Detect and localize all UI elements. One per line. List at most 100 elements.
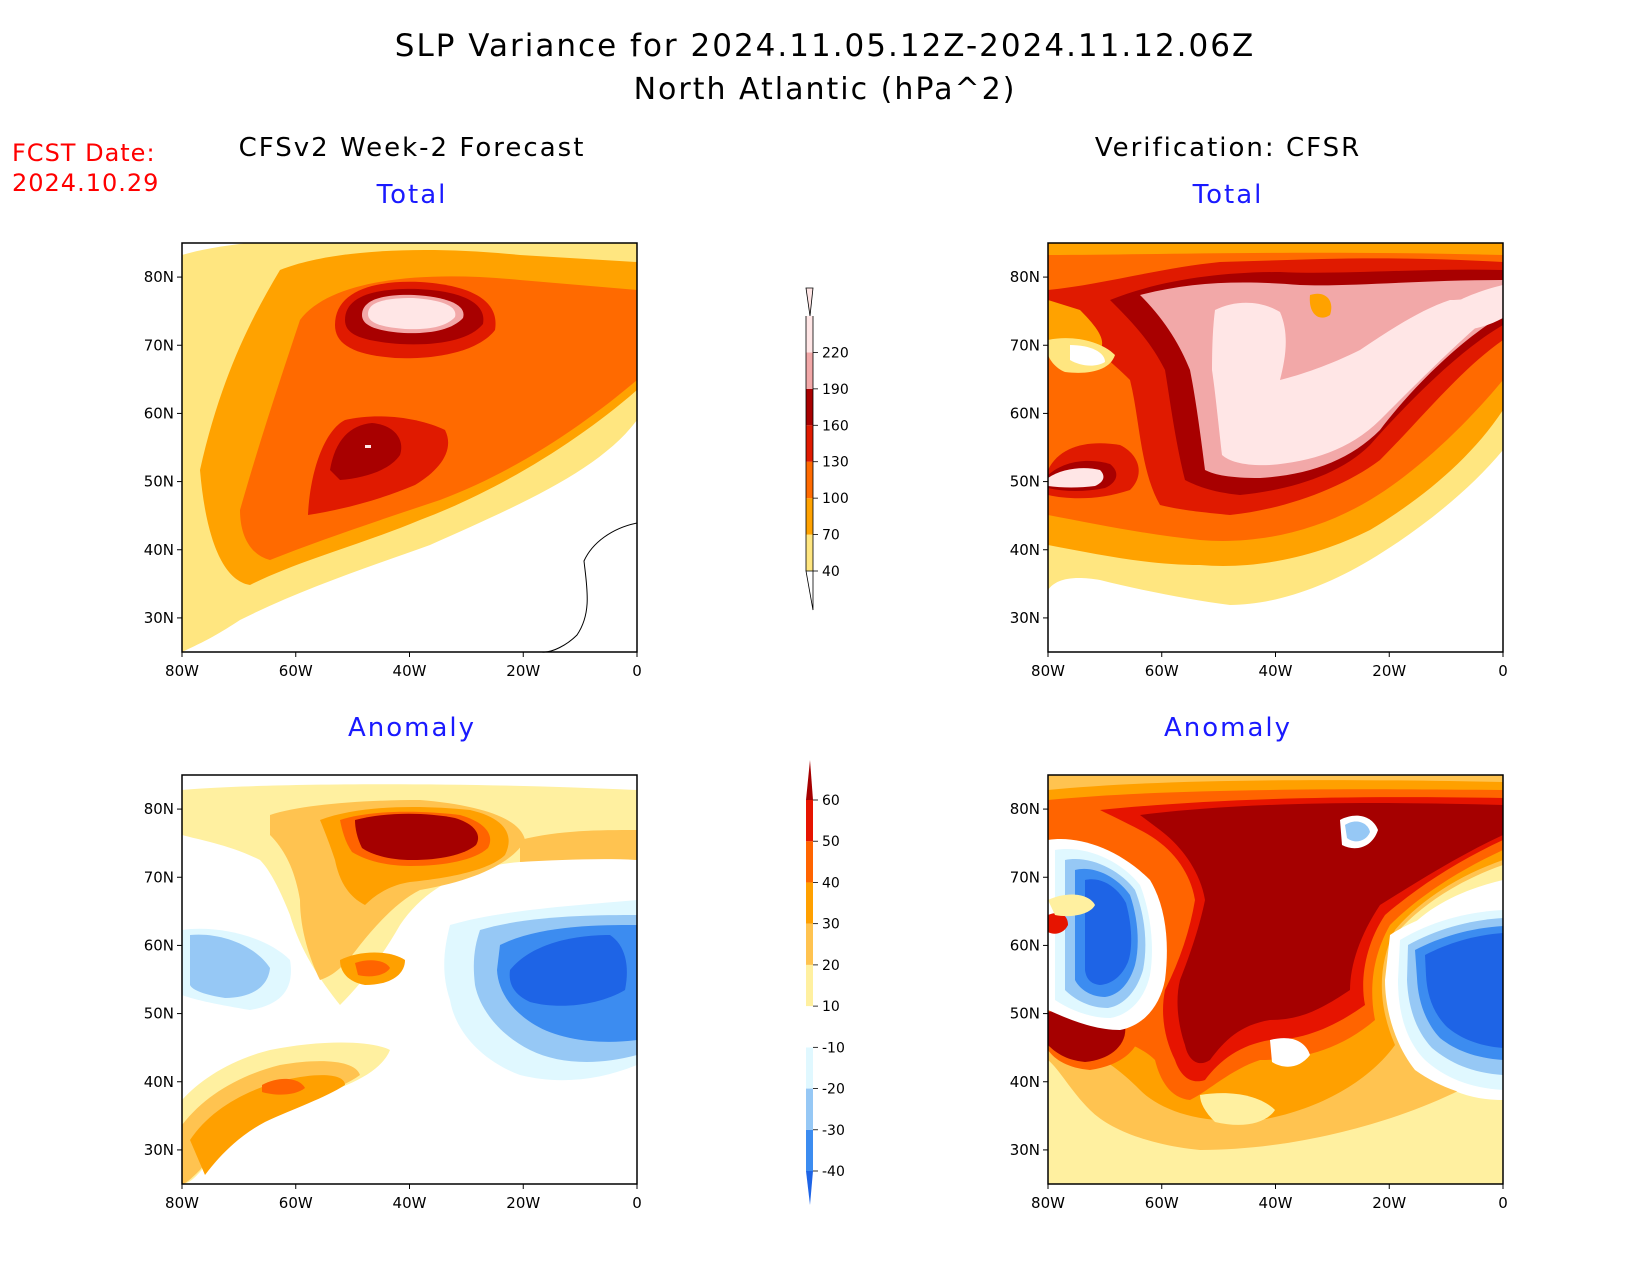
lon-tick-label: 40W [1259,662,1293,680]
lat-tick-label: 70N [144,868,174,886]
lon-tick-label: 60W [279,1194,313,1212]
colorbar-anomaly-swatch [806,1047,813,1089]
lat-tick-label: 50N [144,1005,174,1023]
colorbar-anomaly-label: 40 [822,875,840,891]
panel-title-forecast-anomaly: Anomaly [347,713,477,743]
lat-tick-label: 30N [144,609,174,627]
figure-title: SLP Variance for 2024.11.05.12Z-2024.11.… [394,28,1256,64]
colorbar-anomaly-top-arrow [806,760,813,800]
lat-tick-label: 70N [1010,868,1040,886]
map-panel-verification-anomaly [1047,774,1504,1185]
colorbar-anomaly-swatch [806,964,813,1007]
colorbar-total-top-arrow [805,287,814,317]
lon-tick-label: 80W [165,1194,199,1212]
colorbar-total-label: 190 [822,382,849,398]
colorbar-anomaly-swatch [806,1006,813,1048]
colorbar-anomaly-swatch [806,800,813,842]
lon-tick-label: 40W [1259,1194,1293,1212]
lon-tick-label: 40W [393,1194,427,1212]
colorbar-total-swatch [806,498,813,535]
colorbar-total-label: 220 [822,345,849,361]
colorbar-total-label: 70 [822,528,840,544]
colorbar-anomaly-swatch [806,923,813,965]
colorbar-total-swatch [806,316,813,353]
lat-tick-label: 40N [1010,541,1040,559]
colorbar-anomaly-label: 60 [822,793,840,809]
colorbar-total-swatch [806,352,813,389]
lon-tick-label: 60W [1145,662,1179,680]
axes-layer: 80W 60W 40W 20W 0 80N 70N 60N 50N 40N 30N 80W 60W 40W… [144,268,1508,1212]
lon-tick-label: 0 [1498,1194,1508,1212]
colorbar-anomaly-label: 50 [822,834,840,850]
colorbar-total: 40 70 100 130 160 190 220 [805,287,849,611]
lat-tick-label: 80N [144,268,174,286]
lat-tick-label: 30N [1010,609,1040,627]
column-header-verification: Verification: CFSR [1094,133,1362,163]
lat-tick-label: 70N [144,336,174,354]
lat-tick-label: 40N [144,1073,174,1091]
lon-tick-label: 80W [1031,1194,1065,1212]
colorbar-anomaly-label: -30 [822,1123,845,1139]
figure-subtitle: North Atlantic (hPa^2) [633,72,1017,107]
colorbar-total-bottom-arrow [805,570,814,611]
map-panel-forecast-total [181,242,638,653]
lat-tick-label: 50N [1010,1005,1040,1023]
colorbar-anomaly-swatch [806,1088,813,1130]
colorbar-total-label: 40 [822,564,840,580]
colorbar-total-swatch [806,388,813,426]
lat-tick-label: 60N [144,936,174,954]
colorbar-anomaly-swatch [806,1129,813,1171]
colorbar-anomaly-label: 30 [822,917,840,933]
lat-tick-label: 40N [144,541,174,559]
lon-tick-label: 20W [1372,1194,1406,1212]
lat-tick-label: 80N [1010,268,1040,286]
lon-tick-label: 40W [393,662,427,680]
colorbar-anomaly-label: -40 [822,1164,845,1180]
lat-tick-label: 30N [1010,1141,1040,1159]
lon-tick-label: 60W [1145,1194,1179,1212]
panel-title-verification-anomaly: Anomaly [1163,713,1293,743]
colorbar-anomaly-bottom-arrow [806,1171,813,1205]
forecast-date-label: FCST Date: [12,139,156,167]
lat-tick-label: 30N [144,1141,174,1159]
map-panel-forecast-anomaly [181,774,638,1185]
colorbar-total-swatch [806,461,813,499]
map-panel-verification-total [1047,242,1504,653]
lon-tick-label: 0 [632,662,642,680]
lat-tick-label: 50N [1010,473,1040,491]
lon-tick-label: 0 [632,1194,642,1212]
lon-tick-label: 80W [165,662,199,680]
colorbar-anomaly-label: 10 [822,999,840,1015]
lat-tick-label: 50N [144,473,174,491]
colorbar-anomaly-label: 20 [822,958,840,974]
colorbar-anomaly-label: -20 [822,1082,845,1098]
colorbar-total-label: 160 [822,418,849,434]
colorbar-total-label: 100 [822,491,849,507]
lat-tick-label: 60N [1010,936,1040,954]
colorbar-total-label: 130 [822,455,849,471]
forecast-date: FCST Date: 2024.10.29 [12,138,159,198]
colorbar-total-swatch [806,425,813,462]
lat-tick-label: 60N [1010,404,1040,422]
colorbar-anomaly: -40 -30 -20 -10 10 20 30 40 50 60 [806,760,845,1205]
lon-tick-label: 80W [1031,662,1065,680]
lon-tick-label: 20W [506,1194,540,1212]
lat-tick-label: 70N [1010,336,1040,354]
lon-tick-label: 20W [506,662,540,680]
panel-title-verification-total: Total [1192,180,1264,210]
lon-tick-label: 0 [1498,662,1508,680]
lat-tick-label: 60N [144,404,174,422]
colorbar-anomaly-swatch [806,841,813,883]
colorbar-anomaly-label: -10 [822,1040,845,1056]
lat-tick-label: 40N [1010,1073,1040,1091]
lon-tick-label: 60W [279,662,313,680]
forecast-date-value: 2024.10.29 [12,169,160,197]
lat-tick-label: 80N [144,800,174,818]
panel-title-forecast-total: Total [376,180,448,210]
lat-tick-label: 80N [1010,800,1040,818]
colorbar-anomaly-swatch [806,882,813,924]
colorbar-total-swatch [806,534,813,571]
lon-tick-label: 20W [1372,662,1406,680]
column-header-forecast: CFSv2 Week-2 Forecast [238,133,586,163]
